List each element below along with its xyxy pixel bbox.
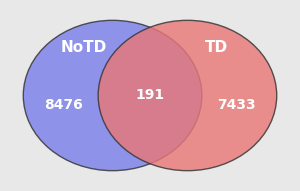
Ellipse shape bbox=[98, 20, 277, 171]
Text: 7433: 7433 bbox=[217, 98, 256, 112]
Text: TD: TD bbox=[205, 40, 228, 55]
Text: 8476: 8476 bbox=[44, 98, 83, 112]
Text: 191: 191 bbox=[135, 88, 165, 103]
Text: NoTD: NoTD bbox=[61, 40, 107, 55]
Ellipse shape bbox=[23, 20, 202, 171]
